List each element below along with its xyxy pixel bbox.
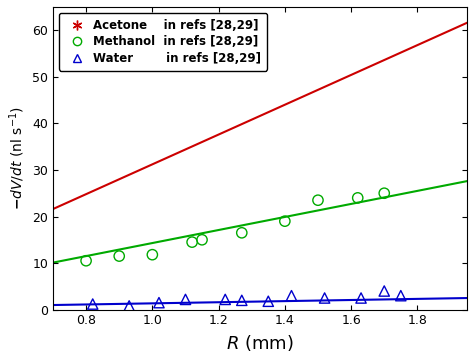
Point [321,62,328,68]
X-axis label: $\mathbf{\it{R}}$ (mm): $\mathbf{\it{R}}$ (mm) [226,333,294,353]
Point [221,297,229,302]
Point [155,300,163,306]
Point [182,297,189,302]
Point [321,295,328,301]
Point [381,190,388,196]
Point [248,99,255,105]
Point [125,303,133,309]
Point [89,301,97,307]
Point [281,218,289,224]
Point [381,288,388,294]
Point [82,258,90,264]
Point [288,293,295,298]
Point [314,60,322,66]
Point [264,298,272,304]
Point [191,134,199,140]
Point [198,237,206,243]
Point [357,48,365,54]
Point [188,239,196,245]
Point [397,293,405,298]
Point [384,18,392,24]
Legend: Acetone    in refs [28,29], Methanol  in refs [28,29], Water        in refs [28,: Acetone in refs [28,29], Methanol in ref… [59,13,267,71]
Point [354,195,362,201]
Point [198,137,206,143]
Point [238,230,246,236]
Point [314,197,322,203]
Point [238,297,246,303]
Point [76,190,83,196]
Point [148,252,156,257]
Point [116,253,123,259]
Point [357,295,365,301]
Y-axis label: $\mathbf{-}$$\mathbf{\it{dV/dt}}$ (nl s$^{-1}$): $\mathbf{-}$$\mathbf{\it{dV/dt}}$ (nl s$… [7,106,27,210]
Point [231,102,239,108]
Point [205,141,212,147]
